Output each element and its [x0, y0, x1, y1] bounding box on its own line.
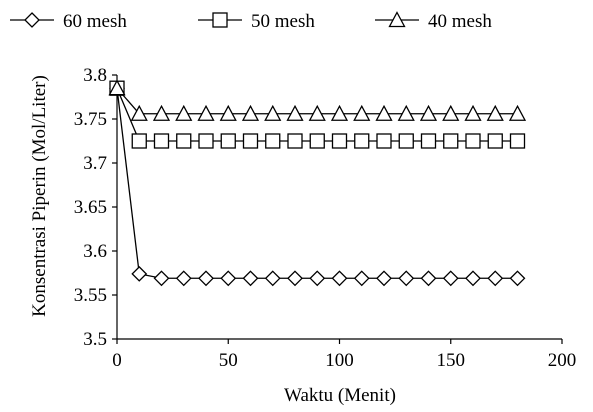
data-point-triangle [175, 104, 193, 121]
plot-area [108, 79, 527, 287]
x-axis-title: Waktu (Menit) [284, 385, 396, 406]
legend-marker-triangle [388, 11, 406, 28]
legend-label: 50 mesh [251, 11, 315, 32]
data-point-diamond [287, 270, 303, 287]
data-point-square [331, 133, 348, 149]
y-tick-label: 3.6 [83, 241, 107, 262]
data-point-square [509, 133, 526, 149]
data-point-triangle [108, 79, 126, 96]
data-point-triangle [130, 104, 148, 121]
data-point-triangle [219, 104, 237, 121]
data-point-triangle [375, 104, 393, 121]
data-point-triangle [486, 104, 504, 121]
legend-item: 50 mesh [198, 11, 315, 32]
data-point-diamond [220, 270, 237, 287]
data-point-square [131, 133, 147, 149]
x-tick-label: 0 [112, 350, 122, 371]
data-point-triangle [508, 104, 527, 121]
data-point-square [242, 133, 259, 149]
y-tick-label: 3.7 [83, 153, 107, 174]
data-point-square [376, 133, 392, 149]
data-point-diamond [242, 270, 259, 287]
data-point-diamond [153, 270, 170, 287]
y-tick-label: 3.5 [83, 329, 107, 350]
data-point-triangle [464, 104, 482, 121]
data-point-triangle [308, 104, 326, 121]
legend-label: 60 mesh [63, 11, 127, 32]
data-point-triangle [353, 104, 371, 121]
data-point-square [487, 133, 503, 149]
data-point-square [420, 133, 437, 149]
data-point-square [443, 133, 459, 149]
data-point-diamond [331, 270, 348, 287]
series-triangle [108, 79, 527, 121]
y-tick-label: 3.75 [74, 109, 107, 130]
data-point-triangle [419, 104, 438, 121]
x-tick-label: 200 [548, 350, 577, 371]
x-tick-label: 50 [219, 350, 238, 371]
data-point-square [309, 133, 325, 149]
data-point-diamond [509, 270, 526, 287]
data-point-triangle [152, 104, 171, 121]
data-point-diamond [264, 270, 281, 287]
data-point-diamond [198, 270, 214, 287]
data-point-diamond [131, 265, 148, 282]
data-point-triangle [397, 104, 415, 121]
data-point-square [354, 133, 370, 149]
data-point-triangle [241, 104, 260, 121]
legend-marker-diamond [24, 12, 40, 28]
data-point-diamond [309, 270, 326, 287]
y-tick-label: 3.65 [74, 197, 107, 218]
series-diamond [109, 80, 526, 287]
data-point-diamond [420, 270, 437, 287]
data-point-square [176, 133, 192, 149]
data-point-triangle [286, 104, 304, 121]
legend: 60 mesh 50 mesh 40 mesh [10, 11, 492, 32]
data-point-diamond [442, 270, 459, 287]
data-point-square [465, 133, 481, 149]
data-point-triangle [197, 104, 215, 121]
y-tick-label: 3.8 [83, 65, 107, 86]
data-point-diamond [487, 270, 504, 287]
data-point-square [398, 133, 414, 149]
data-point-diamond [465, 270, 481, 287]
data-point-triangle [330, 104, 349, 121]
data-point-square [265, 133, 281, 149]
legend-item: 40 mesh [375, 11, 492, 32]
data-point-diamond [353, 270, 370, 287]
data-point-square [287, 133, 303, 149]
data-point-square [220, 133, 236, 149]
legend-item: 60 mesh [10, 11, 127, 32]
data-point-square [198, 133, 214, 149]
x-tick-label: 150 [437, 350, 466, 371]
data-point-square [153, 133, 170, 149]
data-point-diamond [376, 270, 392, 287]
legend-label: 40 mesh [428, 11, 492, 32]
data-point-diamond [398, 270, 415, 287]
legend-marker-square [212, 12, 228, 28]
y-tick-label: 3.55 [74, 285, 107, 306]
data-point-diamond [175, 270, 192, 287]
y-axis-title: Konsentrasi Piperin (Mol/Liter) [29, 75, 50, 317]
axes: 3.5 3.55 3.6 3.65 3.7 3.75 3.8 0 50 100 150 200 [74, 65, 577, 371]
data-point-triangle [442, 104, 460, 121]
data-point-triangle [264, 104, 282, 121]
x-tick-label: 100 [325, 350, 354, 371]
